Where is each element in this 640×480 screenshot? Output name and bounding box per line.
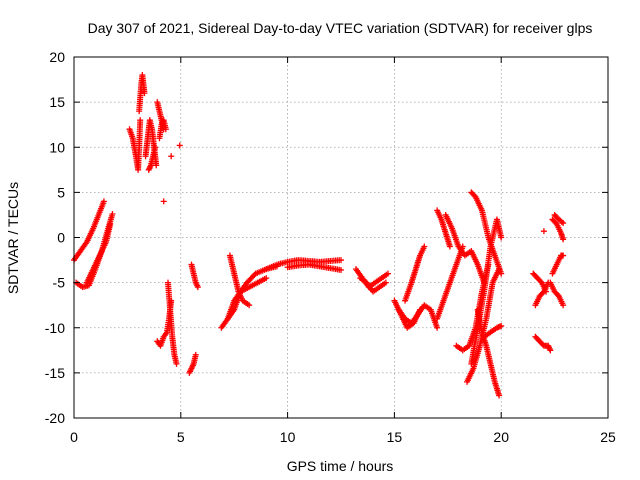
- x-tick-label: 10: [280, 429, 296, 445]
- y-tick-label: -10: [45, 320, 65, 336]
- data-point: [547, 347, 554, 354]
- data-point: [498, 270, 505, 277]
- data-point: [263, 275, 270, 282]
- data-point: [560, 220, 567, 227]
- data-point: [141, 90, 148, 97]
- y-tick-label: -5: [53, 275, 66, 291]
- y-tick-label: 0: [57, 230, 65, 246]
- tick-labels: 0 5 10 15 20 25 -20 -15 -10 -5 0 5 10 15 20: [45, 49, 616, 445]
- data-point: [338, 266, 344, 273]
- y-tick-label: -15: [45, 365, 65, 381]
- data-point: [162, 126, 169, 133]
- data-point: [173, 360, 180, 367]
- data-point: [194, 284, 201, 291]
- data-point: [100, 198, 107, 205]
- data-point: [496, 392, 503, 399]
- grid-lines: [74, 57, 608, 418]
- x-axis-label: GPS time / hours: [287, 458, 394, 474]
- data-point: [107, 220, 114, 227]
- y-tick-label: 15: [49, 94, 65, 110]
- data-point: [498, 322, 505, 329]
- data-point: [160, 198, 167, 205]
- y-tick-label: 5: [57, 184, 65, 200]
- data-point: [153, 162, 160, 169]
- data-point: [109, 211, 116, 218]
- x-tick-label: 0: [70, 429, 78, 445]
- y-tick-label: 10: [49, 139, 65, 155]
- data-point: [246, 302, 253, 309]
- data-point: [176, 142, 183, 149]
- data-points: [71, 72, 567, 399]
- data-point: [560, 252, 567, 259]
- data-point: [540, 228, 547, 235]
- x-tick-label: 5: [177, 429, 185, 445]
- data-point: [152, 144, 159, 151]
- data-point: [251, 271, 258, 278]
- axis-ticks: [73, 56, 609, 419]
- data-point: [137, 117, 144, 124]
- data-point: [434, 324, 441, 331]
- data-point: [421, 243, 428, 250]
- x-tick-label: 20: [493, 429, 509, 445]
- data-point: [192, 351, 199, 358]
- data-point: [384, 270, 391, 277]
- data-point: [560, 302, 567, 309]
- plot-frame: [73, 56, 609, 419]
- data-point: [338, 257, 344, 264]
- data-point: [498, 234, 505, 241]
- y-axis-label: SDTVAR / TECUs: [5, 182, 21, 294]
- x-tick-label: 25: [600, 429, 616, 445]
- chart-title: Day 307 of 2021, Sidereal Day-to-day VTE…: [88, 20, 593, 36]
- y-tick-label: 20: [49, 49, 65, 65]
- data-point: [382, 279, 389, 286]
- data-point: [168, 153, 175, 160]
- data-point: [560, 236, 567, 243]
- y-tick-label: -20: [45, 410, 65, 426]
- x-tick-label: 15: [387, 429, 403, 445]
- data-point: [446, 243, 453, 250]
